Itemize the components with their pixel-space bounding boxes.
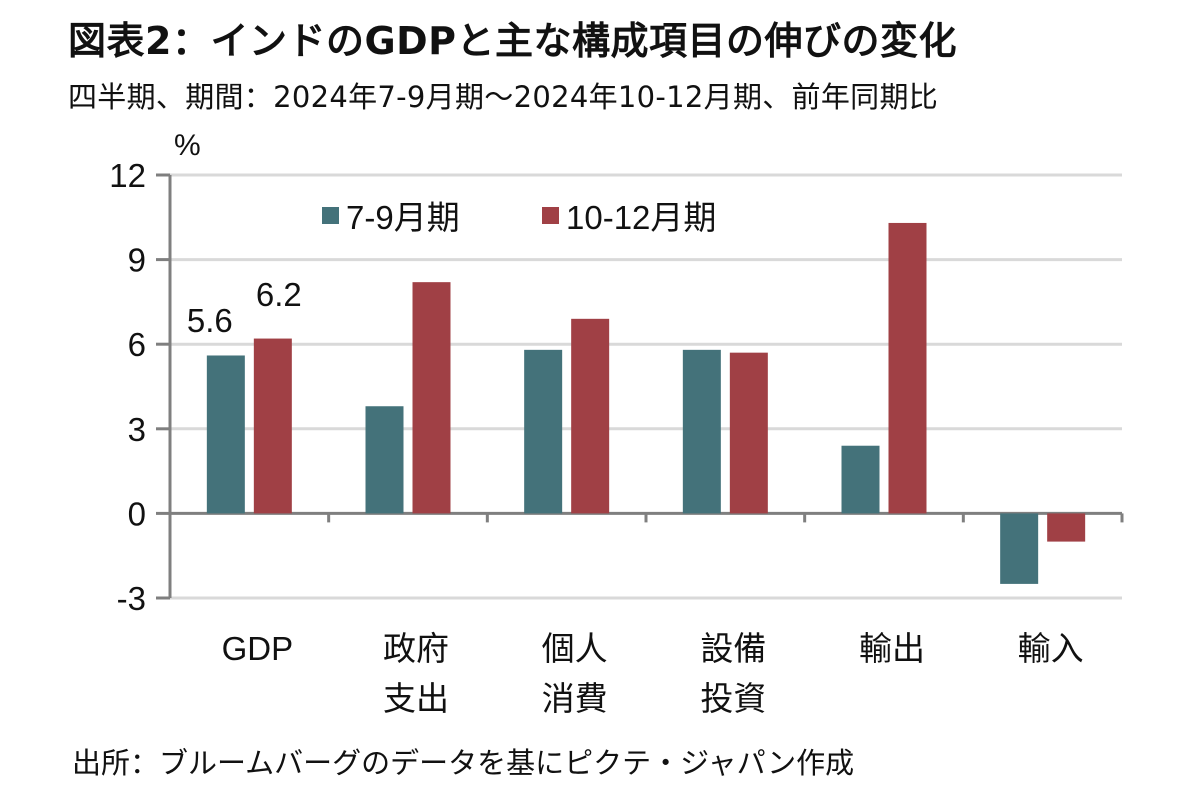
legend: 7-9月期 10-12月期 (322, 199, 716, 236)
bar-q3 (1000, 513, 1039, 584)
bar-q4 (253, 338, 292, 514)
gridlines (170, 173, 1122, 600)
bar-q3 (206, 355, 245, 514)
bars (206, 222, 1086, 584)
legend-swatch (322, 207, 339, 224)
category-label: 輸出 (859, 630, 925, 667)
bar-q3 (682, 349, 721, 514)
y-tick-label: 3 (128, 411, 146, 448)
y-tick-label: 12 (109, 157, 146, 194)
category-label: 個人 (542, 630, 608, 667)
legend-swatch (542, 207, 559, 224)
legend-label: 7-9月期 (346, 199, 460, 236)
category-label: 支出 (383, 680, 449, 717)
category-label: GDP (222, 630, 294, 667)
category-label: 設備 (700, 630, 766, 667)
x-axis (170, 511, 1124, 523)
data-labels: 5.6 6.2 (187, 276, 302, 339)
bar-q4 (571, 318, 610, 514)
bar-q3 (524, 349, 563, 514)
category-label: 政府 (383, 630, 449, 667)
bar-q4 (1047, 513, 1086, 542)
y-axis-unit-label: % (174, 129, 201, 162)
legend-label: 10-12月期 (566, 199, 716, 236)
bar-q3 (841, 445, 880, 514)
bar-q4 (729, 352, 768, 514)
y-tick-label: -3 (117, 580, 146, 617)
bar-q3 (365, 406, 404, 514)
source-note: 出所：ブルームバーグのデータを基にピクテ・ジャパン作成 (72, 746, 855, 780)
data-label: 6.2 (256, 276, 302, 313)
y-tick-label: 6 (128, 326, 146, 363)
chart-subtitle: 四半期、期間：2024年7-9月期～2024年10-12月期、前年同期比 (68, 80, 939, 114)
data-label: 5.6 (187, 302, 233, 339)
category-label: 消費 (542, 680, 608, 717)
y-tick-label: 9 (128, 242, 146, 279)
bar-q4 (888, 222, 927, 514)
bar-q4 (412, 282, 451, 514)
category-label: 輸入 (1018, 630, 1084, 667)
y-tick-label: 0 (128, 495, 146, 532)
chart-title: 図表2：インドのGDPと主な構成項目の伸びの変化 (68, 19, 958, 63)
category-label: 投資 (700, 680, 766, 717)
y-axis: 12 9 6 3 0 -3 (109, 157, 172, 617)
